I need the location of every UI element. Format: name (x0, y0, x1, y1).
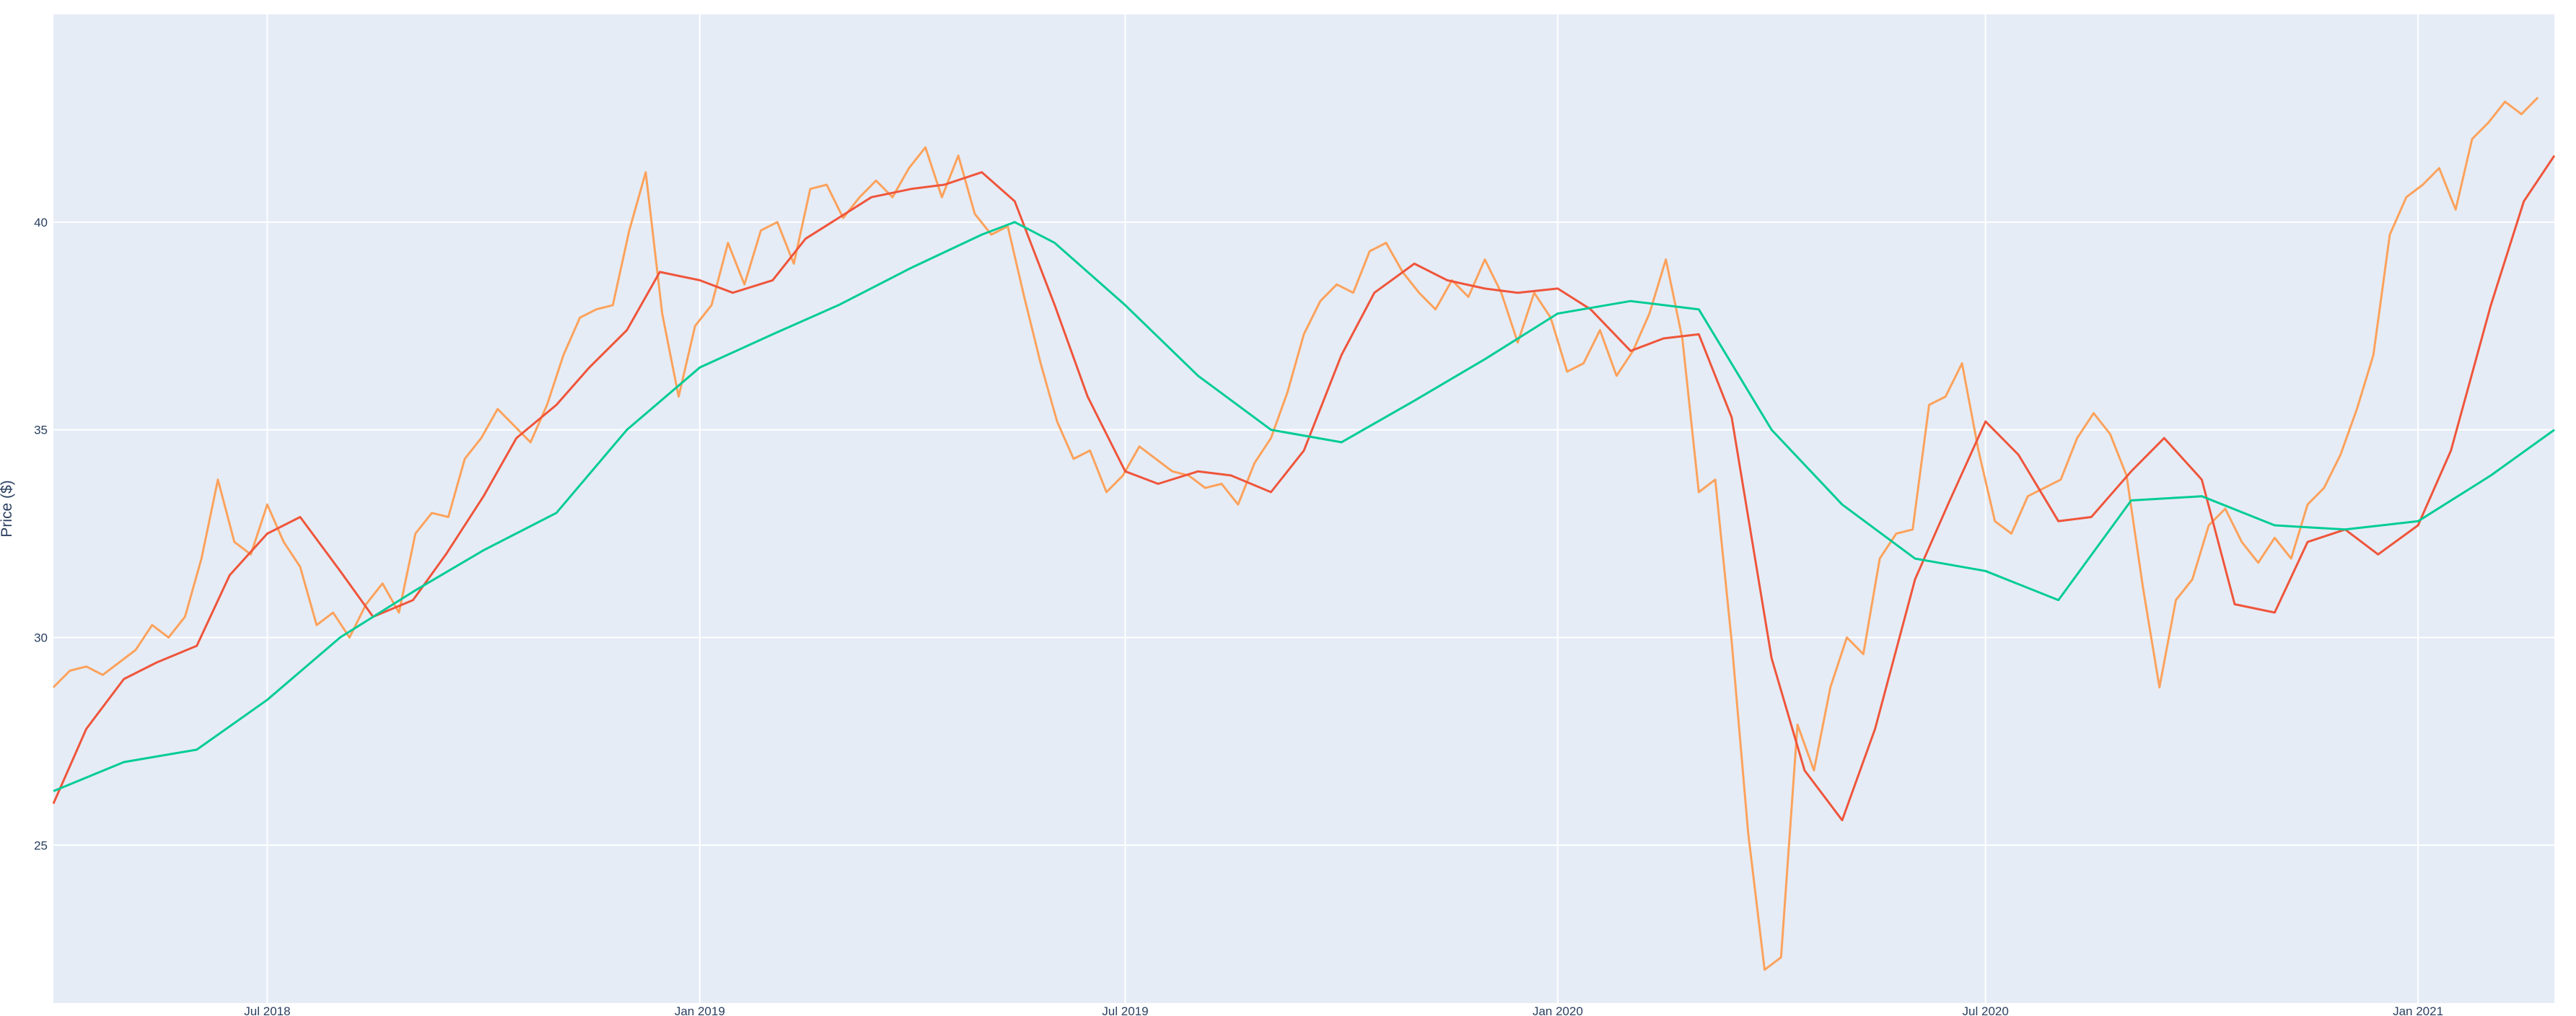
series-line-ma-short (52, 154, 2556, 822)
y-tick-label: 25 (34, 838, 48, 852)
series-layer (52, 97, 2556, 971)
gridlines (53, 14, 2554, 1003)
x-tick-label: Jan 2021 (2393, 1004, 2443, 1016)
x-tick-label: Jan 2020 (1533, 1004, 1583, 1016)
x-tick-label: Jan 2019 (675, 1004, 725, 1016)
x-tick-label: Jul 2020 (1963, 1004, 2009, 1016)
series-line-price (52, 97, 2539, 971)
x-tick-label: Jul 2019 (1102, 1004, 1148, 1016)
y-tick-label: 30 (34, 631, 48, 644)
series-line-ma-long (53, 221, 2555, 792)
y-axis: 25 30 35 40 (34, 216, 48, 852)
x-axis: Jul 2018 Jan 2019 Jul 2019 Jan 2020 Jul 2020… (244, 1004, 2443, 1016)
y-axis-title: Price ($) (0, 480, 15, 537)
y-tick-label: 40 (34, 216, 48, 229)
y-tick-label: 35 (34, 424, 48, 437)
x-tick-label: Jul 2018 (244, 1004, 290, 1016)
plot-area (53, 14, 2554, 1003)
